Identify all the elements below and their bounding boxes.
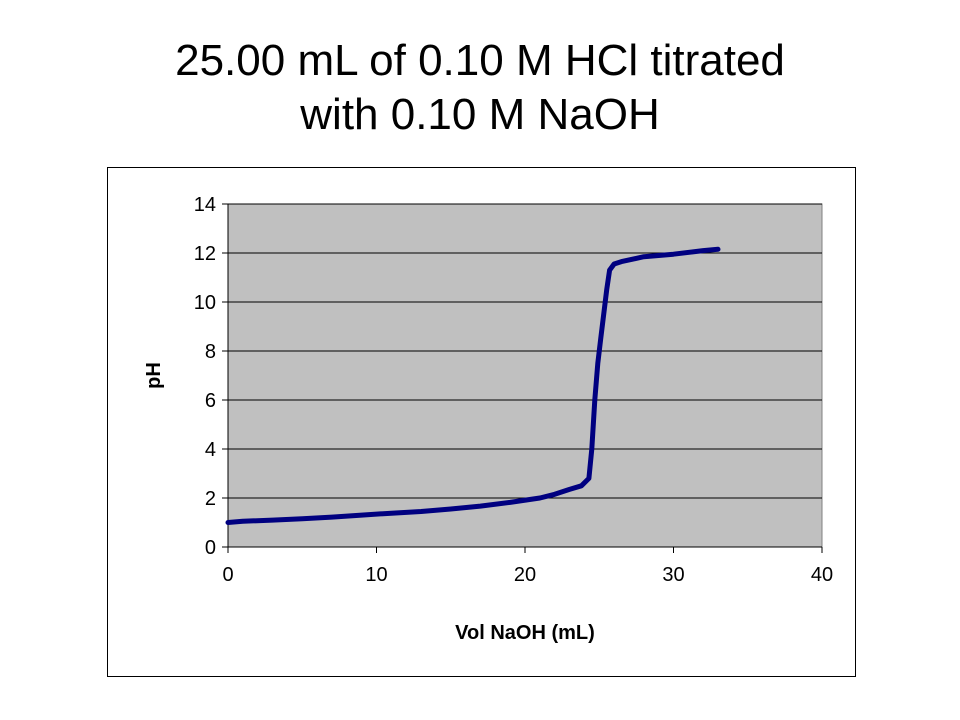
y-tick-label: 10 (194, 292, 216, 314)
titration-chart: 0 2 4 6 8 10 12 14 0 10 20 30 40 Vol NaOH (mL) pH (143, 194, 833, 644)
x-tick-label: 20 (514, 564, 536, 586)
y-tick-label: 8 (205, 341, 216, 363)
y-tick-label: 4 (205, 439, 216, 461)
x-tick-label: 40 (811, 564, 833, 586)
y-tick-label: 2 (205, 488, 216, 510)
y-tick-label: 6 (205, 390, 216, 412)
slide-title: 25.00 mL of 0.10 M HCl titrated with 0.1… (60, 34, 900, 142)
x-axis-title: Vol NaOH (mL) (455, 622, 595, 644)
x-tick-label: 0 (222, 564, 233, 586)
plot-area (227, 203, 823, 548)
x-tick-label: 10 (365, 564, 387, 586)
slide-title-line-1: 25.00 mL of 0.10 M HCl titrated (175, 36, 785, 85)
x-tick-label: 30 (662, 564, 684, 586)
y-axis-title: pH (143, 362, 165, 389)
chart-area: 0 2 4 6 8 10 12 14 0 10 20 30 40 Vol NaOH (mL) pH (107, 167, 856, 677)
slide-title-line-2: with 0.10 M NaOH (300, 90, 660, 139)
y-tick-label: 0 (205, 537, 216, 559)
y-tick-label: 12 (194, 243, 216, 265)
y-tick-label: 14 (194, 194, 216, 216)
ph-curve-line (225, 246, 721, 525)
